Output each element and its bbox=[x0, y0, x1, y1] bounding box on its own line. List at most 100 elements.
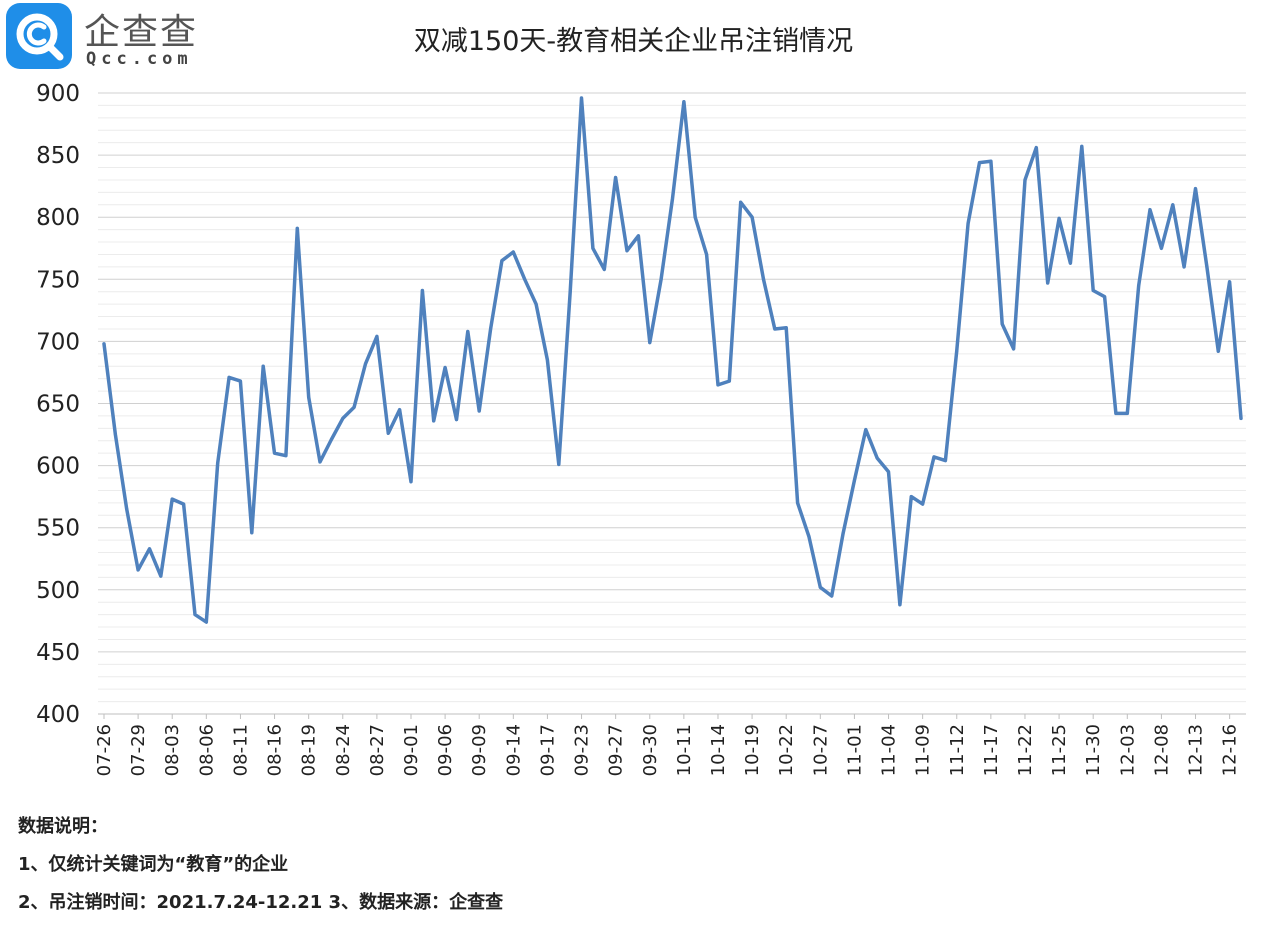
data-point bbox=[364, 362, 368, 366]
data-point bbox=[1171, 203, 1175, 207]
logo-cn-text: 企查查 bbox=[84, 12, 199, 53]
data-point bbox=[102, 342, 106, 346]
x-tick-label: 12-03 bbox=[1117, 724, 1138, 776]
data-point bbox=[557, 462, 561, 466]
x-tick-label: 10-22 bbox=[776, 724, 797, 776]
data-point bbox=[420, 288, 424, 292]
y-tick-label: 550 bbox=[36, 516, 80, 542]
data-point bbox=[818, 585, 822, 589]
data-point bbox=[682, 100, 686, 104]
data-point bbox=[1046, 281, 1050, 285]
data-point bbox=[216, 461, 220, 465]
data-point bbox=[898, 603, 902, 607]
data-point bbox=[307, 395, 311, 399]
x-tick-label: 08-03 bbox=[162, 724, 183, 776]
data-point bbox=[830, 594, 834, 598]
data-point bbox=[591, 246, 595, 250]
data-point bbox=[443, 365, 447, 369]
x-tick-label: 09-06 bbox=[435, 724, 456, 776]
y-tick-label: 400 bbox=[36, 702, 80, 728]
data-point bbox=[1012, 347, 1016, 351]
data-point bbox=[1103, 295, 1107, 299]
data-point bbox=[796, 501, 800, 505]
data-point bbox=[568, 290, 572, 294]
data-point bbox=[125, 507, 129, 511]
x-tick-label: 08-11 bbox=[230, 724, 251, 776]
data-point bbox=[261, 364, 265, 368]
data-point bbox=[761, 277, 765, 281]
data-point bbox=[1023, 178, 1027, 182]
data-point bbox=[170, 497, 174, 501]
y-tick-label: 750 bbox=[36, 267, 80, 293]
data-point bbox=[1000, 322, 1004, 326]
data-point bbox=[977, 161, 981, 165]
data-point bbox=[1068, 261, 1072, 265]
x-tick-label: 09-09 bbox=[469, 724, 490, 776]
x-tick-label: 09-27 bbox=[606, 724, 627, 776]
x-tick-label: 11-25 bbox=[1049, 724, 1070, 776]
notes-item-2: 2、吊注销时间：2021.7.24-12.21 3、数据来源：企查查 bbox=[18, 892, 504, 913]
data-point bbox=[273, 451, 277, 455]
data-point bbox=[1239, 416, 1243, 420]
data-point bbox=[113, 433, 117, 437]
data-point bbox=[716, 383, 720, 387]
data-point bbox=[454, 418, 458, 422]
data-point bbox=[841, 532, 845, 536]
data-point bbox=[250, 531, 254, 535]
data-point bbox=[295, 226, 299, 230]
data-point bbox=[955, 349, 959, 353]
data-point bbox=[852, 479, 856, 483]
data-point bbox=[1091, 288, 1095, 292]
data-point bbox=[227, 375, 231, 379]
x-tick-label: 08-06 bbox=[196, 724, 217, 776]
x-tick-label: 11-01 bbox=[844, 724, 865, 776]
data-point bbox=[329, 438, 333, 442]
data-point bbox=[875, 456, 879, 460]
x-tick-label: 08-24 bbox=[333, 724, 354, 776]
data-point bbox=[864, 428, 868, 432]
y-axis-ticks: 400 450 500 550 600 650 700 750 800 850 900 bbox=[36, 81, 80, 728]
x-tick-label: 10-27 bbox=[810, 724, 831, 776]
data-point bbox=[750, 215, 754, 219]
data-point bbox=[1216, 349, 1220, 353]
data-point bbox=[932, 455, 936, 459]
data-point bbox=[773, 327, 777, 331]
data-point bbox=[909, 495, 913, 499]
data-point bbox=[784, 326, 788, 330]
data-point bbox=[636, 234, 640, 238]
x-axis-ticks: 07-26 07-29 08-03 08-06 08-11 08-16 08-19 08-24… bbox=[94, 714, 1241, 776]
x-tick-label: 09-23 bbox=[572, 724, 593, 776]
x-tick-label: 11-30 bbox=[1083, 724, 1104, 776]
data-point bbox=[705, 252, 709, 256]
magnifier-c-icon bbox=[16, 13, 64, 61]
data-point bbox=[580, 96, 584, 100]
data-point bbox=[545, 358, 549, 362]
data-point bbox=[238, 379, 242, 383]
data-point bbox=[625, 249, 629, 253]
data-point bbox=[1114, 411, 1118, 415]
x-tick-label: 07-26 bbox=[94, 724, 115, 776]
data-point bbox=[1080, 144, 1084, 148]
data-point bbox=[159, 574, 163, 578]
x-tick-label: 09-01 bbox=[401, 724, 422, 776]
data-point bbox=[398, 408, 402, 412]
data-point bbox=[1228, 280, 1232, 284]
data-point bbox=[727, 379, 731, 383]
data-point bbox=[921, 502, 925, 506]
data-point bbox=[318, 460, 322, 464]
x-tick-label: 09-30 bbox=[640, 724, 661, 776]
data-point bbox=[1137, 284, 1141, 288]
data-point bbox=[943, 459, 947, 463]
x-tick-label: 11-09 bbox=[913, 724, 934, 776]
data-point bbox=[966, 221, 970, 225]
data-point bbox=[182, 502, 186, 506]
data-point bbox=[807, 534, 811, 538]
data-point bbox=[989, 159, 993, 163]
data-point bbox=[1148, 208, 1152, 212]
gridlines bbox=[98, 92, 1246, 703]
y-tick-label: 900 bbox=[36, 81, 80, 107]
y-tick-label: 850 bbox=[36, 143, 80, 169]
data-point bbox=[136, 568, 140, 572]
data-point bbox=[386, 431, 390, 435]
data-point bbox=[1182, 265, 1186, 269]
